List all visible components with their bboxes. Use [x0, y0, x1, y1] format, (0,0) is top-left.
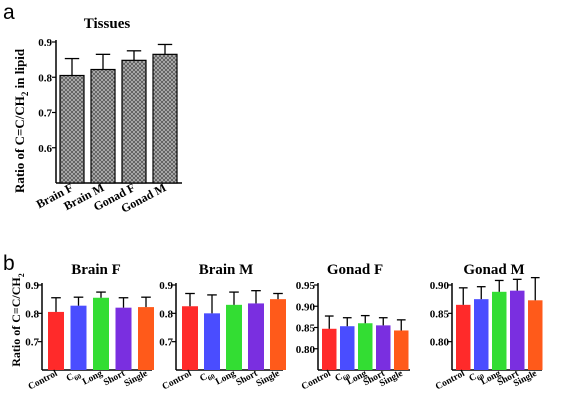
y-tick-label: 0.80: [430, 337, 450, 349]
chart-title: Gonad M: [463, 262, 524, 278]
y-tick-label: 0.8: [159, 308, 173, 320]
panel-letter-b: b: [3, 252, 15, 275]
y-tick-label: 0.8: [25, 308, 39, 320]
bar: [70, 305, 87, 370]
category-label: C60: [468, 369, 486, 386]
category-label: Short: [102, 368, 127, 388]
y-tick-label: 0.7: [159, 337, 173, 349]
y-tick-label: 0.9: [159, 280, 173, 292]
y-tick-label: 0.6: [38, 143, 52, 155]
bar: [182, 306, 198, 370]
category-label: Long: [81, 369, 105, 388]
category-label: C60: [198, 369, 216, 386]
bar: [152, 53, 178, 184]
category-label: Single: [123, 369, 150, 389]
bar: [48, 311, 64, 370]
bar: [93, 297, 109, 370]
bar: [456, 304, 471, 370]
y-tick-label: 0.80: [296, 344, 316, 356]
bar: [115, 307, 132, 370]
category-label: Control: [27, 369, 60, 393]
category-label: Control: [300, 369, 333, 393]
bar: [394, 330, 409, 370]
y-tick-label: 0.95: [296, 280, 316, 292]
charts-layer: Tissues 0.6 0.7 0.8 0.9 Brain F Brain M Gonad F…: [25, 16, 543, 392]
bar: [322, 328, 337, 370]
bar: [510, 290, 525, 370]
bar: [248, 303, 264, 370]
bar: [204, 313, 220, 370]
panel-letter-a: a: [3, 1, 15, 24]
category-label: Long: [214, 369, 238, 388]
y-tick-label: 0.90: [430, 280, 450, 292]
y-tick-label: 0.7: [25, 337, 39, 349]
y-tick-label: 0.9: [38, 37, 52, 49]
bar: [528, 300, 543, 370]
bar: [59, 74, 85, 184]
category-label: C60: [65, 369, 83, 386]
bar: [340, 326, 355, 370]
y-axis-label-a: Ratio of C=C/CH2 in lipid: [12, 48, 30, 193]
chart-title: Gonad F: [327, 262, 383, 278]
bar: [376, 325, 391, 370]
chart-1: Brain F 0.7 0.8 0.9 Control C60LongShortSingl…: [25, 262, 154, 392]
y-tick-label: 0.7: [38, 108, 52, 120]
bar: [492, 291, 507, 370]
chart-title: Brain M: [199, 262, 254, 278]
category-label: Control: [161, 369, 194, 393]
y-tick-label: 0.8: [38, 72, 52, 84]
chart-title: Tissues: [84, 16, 131, 32]
bar: [138, 307, 154, 370]
category-label: Single: [255, 369, 282, 389]
bar: [90, 68, 116, 184]
chart-title: Brain F: [71, 262, 121, 278]
bar: [358, 323, 373, 370]
category-label: C60: [334, 369, 352, 386]
y-tick-label: 0.85: [296, 323, 316, 335]
bar: [474, 299, 489, 370]
y-tick-label: 0.90: [296, 301, 316, 313]
y-axis-label-b: Ratio of C=C/CH2: [9, 273, 26, 367]
category-label: Control: [434, 369, 467, 393]
bar: [121, 59, 147, 184]
bar: [226, 304, 242, 370]
y-tick-label: 0.85: [430, 308, 450, 320]
y-tick-label: 0.9: [25, 280, 39, 292]
bar: [270, 299, 286, 370]
